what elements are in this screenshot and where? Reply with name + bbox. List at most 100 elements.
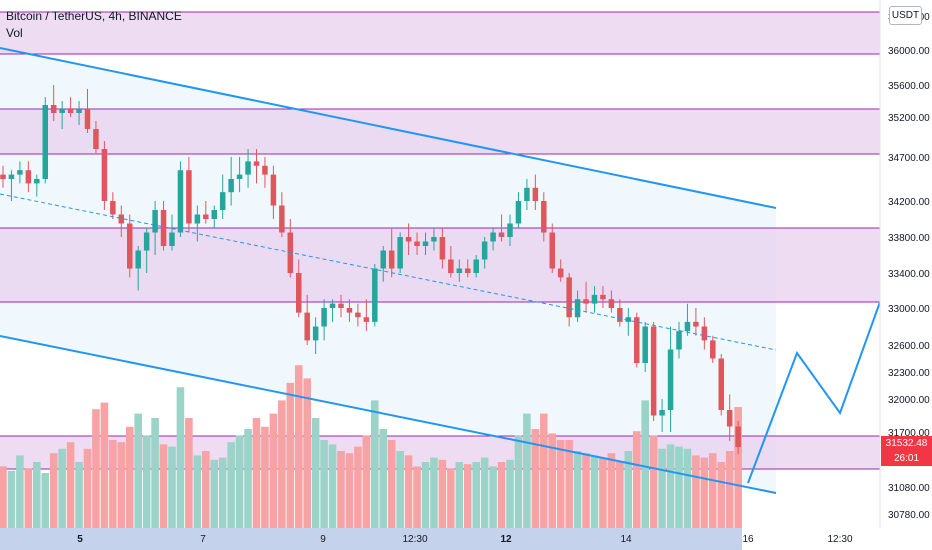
candle-body: [397, 237, 403, 269]
price-tick-label: 32300.00: [888, 368, 930, 379]
candle-body: [194, 214, 201, 224]
time-tick-label: 9: [320, 534, 326, 545]
candle-body: [93, 129, 99, 149]
volume-bar: [387, 440, 396, 528]
volume-bar: [692, 455, 700, 528]
channel-lower-line: [0, 335, 777, 494]
volume-bar: [75, 462, 83, 528]
time-tick-label: 12: [500, 534, 512, 545]
volume-bar: [371, 400, 379, 528]
candle-body: [67, 109, 74, 113]
volume-bar: [202, 451, 210, 528]
volume-bar: [700, 457, 709, 528]
volume-bar: [354, 446, 362, 528]
volume-bar: [227, 442, 235, 528]
volume-bars: [0, 365, 742, 528]
channel-midline: [0, 193, 777, 351]
candle-body: [498, 232, 505, 237]
volume-bar: [438, 459, 447, 528]
price-tick-label: 34700.00: [888, 153, 930, 164]
volume-bar: [675, 446, 683, 528]
currency-button[interactable]: USDT: [889, 6, 922, 25]
candle-body: [591, 294, 598, 304]
candle-body: [726, 410, 733, 427]
volume-bar: [117, 442, 126, 528]
volume-bar: [193, 455, 202, 528]
volume-bar: [142, 435, 151, 528]
candle-body: [574, 299, 581, 318]
volume-bar: [49, 453, 58, 528]
volume-bar: [683, 448, 692, 528]
candle-body: [676, 331, 682, 350]
volume-bar: [472, 462, 480, 528]
candle-body: [507, 223, 513, 237]
candle-body: [143, 232, 150, 251]
candle-body: [118, 214, 125, 224]
volume-bar: [286, 382, 295, 528]
candle-body: [355, 312, 361, 318]
candle-body: [228, 179, 234, 193]
volume-bar: [649, 435, 658, 528]
volume-bar: [16, 455, 24, 528]
resistance-zone: [0, 12, 880, 54]
volume-bar: [725, 451, 734, 528]
candle-body: [59, 109, 65, 113]
candle-body: [431, 237, 437, 242]
candle-body: [701, 326, 708, 341]
volume-bar: [582, 453, 590, 528]
volume-bar: [24, 468, 33, 528]
volume-bar: [109, 440, 117, 528]
candle-body: [346, 308, 353, 313]
volume-bar: [421, 462, 430, 528]
candle-body: [473, 259, 479, 273]
candle-body: [490, 232, 496, 242]
price-tick-label: 31700.00: [888, 428, 930, 439]
price-tick-label: 32000.00: [888, 395, 930, 406]
volume-bar: [7, 470, 16, 528]
volume-bar: [489, 466, 497, 528]
candle-body: [524, 187, 530, 201]
candle-body: [650, 326, 657, 416]
volume-bar: [540, 413, 548, 528]
time-tick-label: 12:30: [827, 534, 852, 545]
volume-bar: [607, 453, 616, 528]
candle-body: [17, 170, 23, 175]
candle-body: [279, 205, 285, 233]
candle-body: [169, 232, 175, 246]
volume-bar: [379, 429, 388, 528]
volume-bar: [514, 435, 523, 528]
channel-upper-line: [0, 47, 777, 209]
volume-bar: [565, 440, 573, 528]
candle-body: [236, 174, 243, 179]
candle-body: [625, 317, 632, 322]
time-tick-label: 5: [77, 534, 83, 545]
price-tick-label: 34200.00: [888, 197, 930, 208]
volume-bar: [176, 387, 185, 528]
price-tick-label: 33800.00: [888, 233, 930, 244]
last-price-badge: 31532.48 26:01: [881, 436, 932, 466]
candle-body: [735, 426, 741, 448]
candle-body: [8, 174, 15, 179]
volume-bar: [66, 442, 75, 528]
volume-bar: [573, 451, 582, 528]
candle-body: [405, 237, 412, 242]
volume-bar: [463, 464, 472, 528]
time-axis-highlight: [0, 528, 742, 550]
candle-body: [515, 201, 522, 224]
candle-body: [0, 174, 6, 179]
volume-bar: [599, 457, 607, 528]
candle-body: [642, 326, 648, 363]
candle-body: [270, 174, 277, 206]
candle-body: [262, 165, 268, 175]
volume-bar: [100, 402, 109, 528]
volume-bar: [497, 462, 506, 528]
volume-bar: [641, 400, 649, 528]
volume-bar: [168, 446, 176, 528]
volume-bar: [734, 407, 742, 528]
volume-bar: [83, 448, 92, 528]
candle-body: [329, 303, 336, 308]
volume-bar: [41, 473, 50, 528]
volume-bar: [616, 462, 624, 528]
volume-bar: [666, 444, 675, 528]
